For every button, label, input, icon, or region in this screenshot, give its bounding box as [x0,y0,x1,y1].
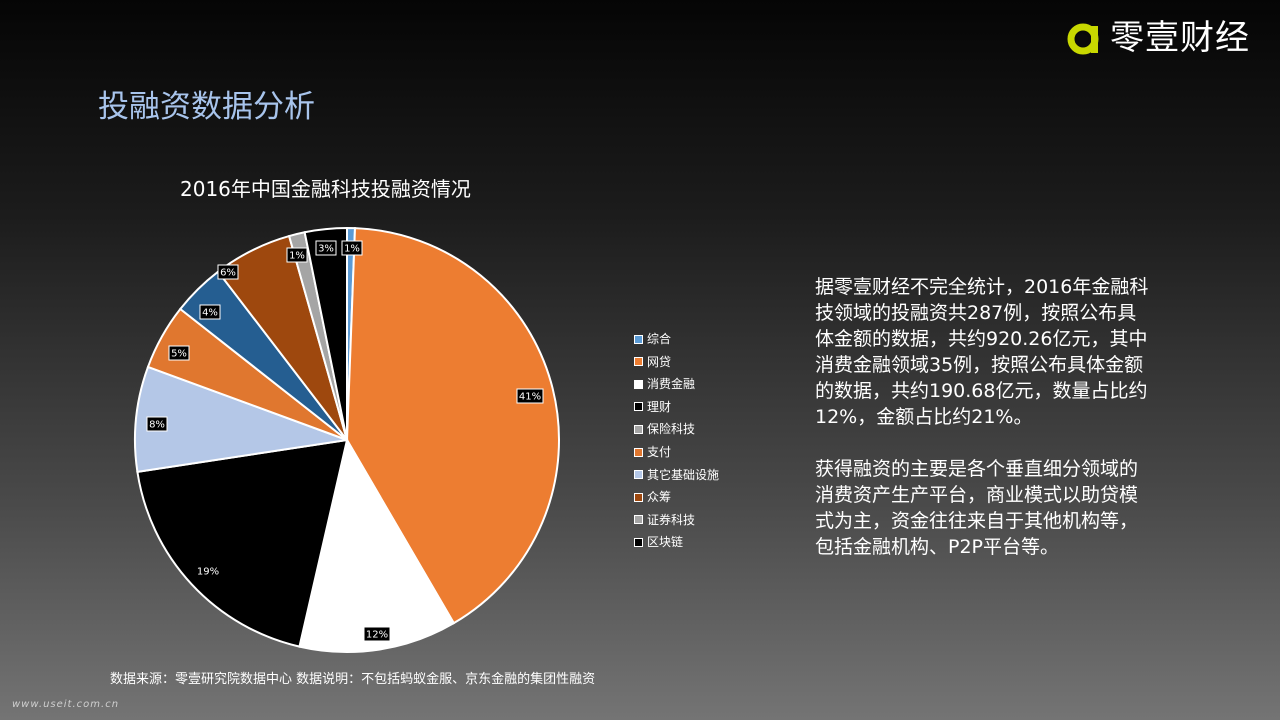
legend-label: 综合 [647,332,672,346]
summary-paragraph-2: 获得融资的主要是各个垂直细分领域的消费资产生产平台，商业模式以助贷模式为主，资金… [815,458,1139,558]
pie-slice-3 [298,437,456,653]
svg-text:4%: 4% [202,308,218,319]
legend-label: 网贷 [647,354,672,369]
summary-paragraph-1: 据零壹财经不完全统计，2016年金融科技领域的投融资共287例，按照公布具体金额… [815,276,1149,428]
legend-item: 其它基础设施 [634,466,719,484]
legend-swatch [634,357,643,367]
pie-slice-5 [134,365,348,473]
data-label-9: 1% [286,247,308,263]
data-source-note: 数据来源：零壹研究院数据中心 数据说明：不包括蚂蚁金服、京东金融的集团性融资 [110,672,596,687]
summary-text: 据零壹财经不完全统计，2016年金融科技领域的投融资共287例，按照公布具体金额… [815,274,1150,586]
data-label-10: 3% [315,240,337,256]
data-label-2: 41% [516,388,544,404]
legend-item: 支付 [634,443,671,461]
legend-label: 支付 [647,445,672,459]
legend-label: 证券科技 [647,512,696,527]
data-label-7: 4% [199,304,221,320]
legend-item: 保险科技 [634,420,695,438]
legend-item: 综合 [634,330,671,348]
legend-swatch [634,379,643,389]
svg-text:1%: 1% [344,244,360,255]
brand-logo: 零壹财经 [1066,18,1250,58]
legend-label: 理财 [647,399,672,414]
legend-item: 理财 [634,398,671,416]
legend-item: 证券科技 [634,511,695,529]
data-label-8: 6% [217,264,239,280]
logo-text: 零壹财经 [1110,18,1250,58]
data-label-3: 12% [363,626,391,642]
legend-swatch [634,515,643,525]
legend-swatch [634,447,643,457]
legend-label: 区块链 [647,535,684,550]
pie-slice-10 [303,226,348,441]
legend-swatch [634,424,643,434]
logo-mark-icon [1067,23,1099,55]
svg-text:5%: 5% [171,349,187,360]
legend-swatch [634,402,643,412]
legend-item: 众筹 [634,488,671,506]
svg-text:19%: 19% [197,567,219,578]
svg-text:1%: 1% [289,251,305,262]
legend-swatch [634,334,643,344]
watermark: www.useit.com.cn [12,699,120,710]
svg-text:3%: 3% [318,244,334,255]
legend-swatch [634,492,643,502]
data-label-4: 19% [197,567,219,578]
legend-item: 网贷 [634,353,671,371]
pie-slice-4 [136,438,349,648]
pie-slice-2 [345,227,560,625]
svg-text:6%: 6% [220,268,236,279]
legend-label: 其它基础设施 [647,467,720,482]
legend-label: 保险科技 [647,422,696,437]
legend-item: 消费金融 [634,375,695,393]
chart-title: 2016年中国金融科技投融资情况 [180,177,471,201]
svg-text:41%: 41% [519,392,541,403]
svg-text:8%: 8% [149,420,165,431]
legend-label: 消费金融 [647,377,696,392]
data-label-6: 5% [168,345,190,361]
legend-swatch [634,537,643,547]
data-label-5: 8% [146,416,168,432]
data-label-1: 1% [341,240,363,256]
svg-text:12%: 12% [366,630,388,641]
page-title: 投融资数据分析 [98,89,315,125]
legend-item: 区块链 [634,533,683,551]
legend-label: 众筹 [647,490,672,505]
legend-swatch [634,470,643,480]
